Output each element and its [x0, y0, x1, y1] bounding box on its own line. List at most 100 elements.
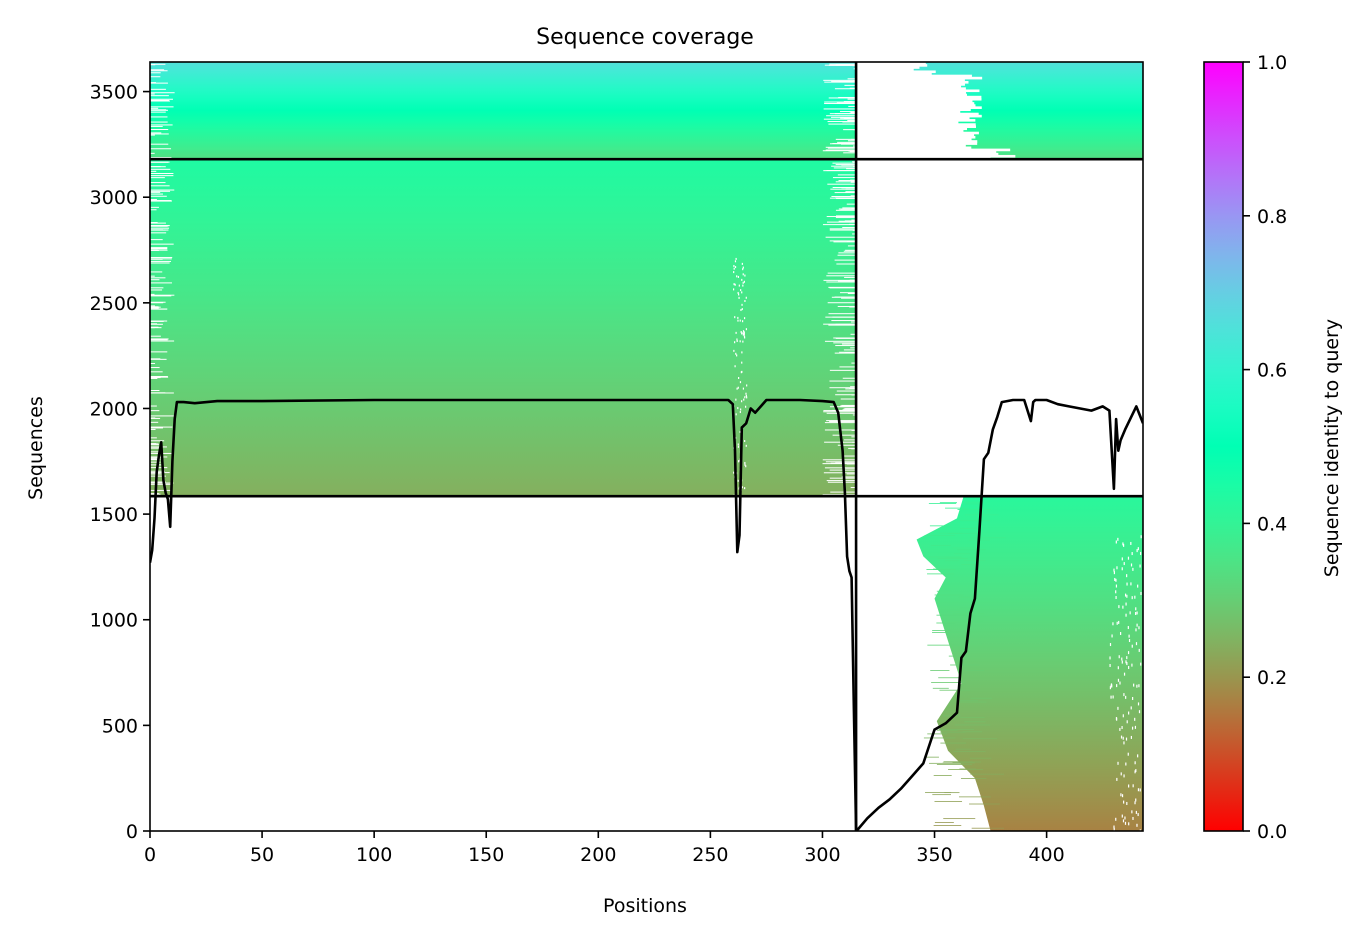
gap-dot [742, 333, 744, 336]
gap-line [150, 279, 160, 281]
alignment-line [929, 525, 951, 527]
gap-line [837, 254, 857, 256]
alignment-line [934, 594, 964, 596]
gap-dot [737, 293, 740, 296]
gap-dot [1138, 710, 1141, 714]
gap-strip [856, 135, 976, 139]
gap-strip [856, 102, 975, 105]
alignment-line [964, 721, 986, 723]
alignment-line [962, 738, 998, 740]
gap-dot [1130, 563, 1133, 567]
alignment-line [960, 528, 977, 529]
y-tick-label: 0 [126, 821, 138, 843]
alignment-line [943, 818, 976, 820]
gap-dot [1126, 594, 1128, 598]
gap-line [150, 199, 157, 201]
gap-line [150, 161, 170, 163]
gap-dot [1137, 788, 1140, 792]
gap-line [150, 339, 168, 341]
gap-dot [1115, 578, 1117, 582]
gap-dot [737, 443, 739, 446]
gap-line [850, 487, 857, 489]
gap-line [826, 221, 857, 223]
gap-dot [1131, 596, 1133, 600]
gap-line [849, 387, 857, 389]
gap-strip [856, 76, 983, 80]
alignment-line [948, 655, 969, 657]
gap-line [150, 189, 175, 191]
gap-line [845, 249, 857, 251]
gap-dot [1131, 644, 1133, 648]
gap-line [150, 69, 165, 71]
gap-line [150, 338, 169, 340]
gap-line [150, 363, 156, 365]
gap-dot [737, 386, 739, 389]
gap-dot [1124, 816, 1126, 820]
gap-line [150, 70, 168, 72]
alignment-line [925, 792, 952, 794]
gap-line [150, 446, 167, 448]
gap-dot [1112, 695, 1114, 699]
gap-line [839, 366, 857, 368]
gap-line [150, 306, 161, 308]
alignment-line [970, 773, 1005, 775]
gap-dot [738, 487, 740, 490]
chart-title: Sequence coverage [536, 25, 754, 50]
gap-dot [1115, 717, 1118, 721]
gap-dot [1131, 663, 1133, 667]
gap-line [823, 79, 857, 81]
gap-dot [1134, 801, 1136, 805]
gap-dot [743, 317, 746, 320]
x-tick-label: 250 [692, 844, 728, 866]
gap-dot [1117, 706, 1119, 710]
gap-line [150, 472, 170, 474]
gap-dot [742, 268, 744, 271]
gap-dot [737, 319, 739, 322]
gap-line [837, 444, 857, 446]
alignment-line [924, 535, 955, 536]
gap-dot [1109, 664, 1111, 668]
gap-dot [1132, 784, 1134, 788]
gap-dot [735, 257, 737, 260]
gap-line [825, 149, 857, 151]
gap-dot [1134, 761, 1136, 765]
gap-line [150, 305, 155, 307]
gap-line [150, 293, 155, 295]
alignment-line [928, 556, 962, 558]
gap-line [150, 289, 163, 291]
gap-line [838, 180, 857, 182]
gap-line [848, 150, 857, 152]
alignment-line [937, 558, 968, 559]
gap-line [150, 256, 173, 258]
alignment-line [947, 610, 966, 612]
gap-line [842, 409, 857, 411]
gap-dot [1116, 684, 1118, 688]
gap-line [150, 358, 161, 360]
gap-dot [1124, 821, 1127, 825]
gap-dot [745, 392, 747, 395]
gap-line [823, 118, 857, 120]
alignment-line [963, 501, 981, 503]
gap-line [824, 81, 857, 83]
gap-dot [740, 331, 742, 334]
gap-strip [856, 127, 968, 131]
gap-line [822, 150, 857, 152]
gap-dot [1122, 605, 1124, 609]
alignment-line [936, 590, 952, 592]
gap-dot [1135, 769, 1137, 773]
gap-dot [1134, 717, 1136, 721]
x-axis-label: Positions [603, 895, 687, 917]
gap-line [150, 389, 160, 391]
gap-line [150, 410, 160, 412]
gap-dot [1128, 711, 1130, 715]
gap-dot [734, 283, 736, 286]
gap-line [835, 337, 857, 339]
gap-dot [745, 328, 748, 331]
gap-line [150, 168, 171, 170]
gap-dot [1121, 557, 1123, 561]
y-tick-label: 2000 [90, 398, 138, 420]
gap-dot [742, 332, 744, 335]
gap-strip [856, 70, 936, 74]
gap-line [829, 63, 857, 65]
gap-line [835, 215, 857, 217]
